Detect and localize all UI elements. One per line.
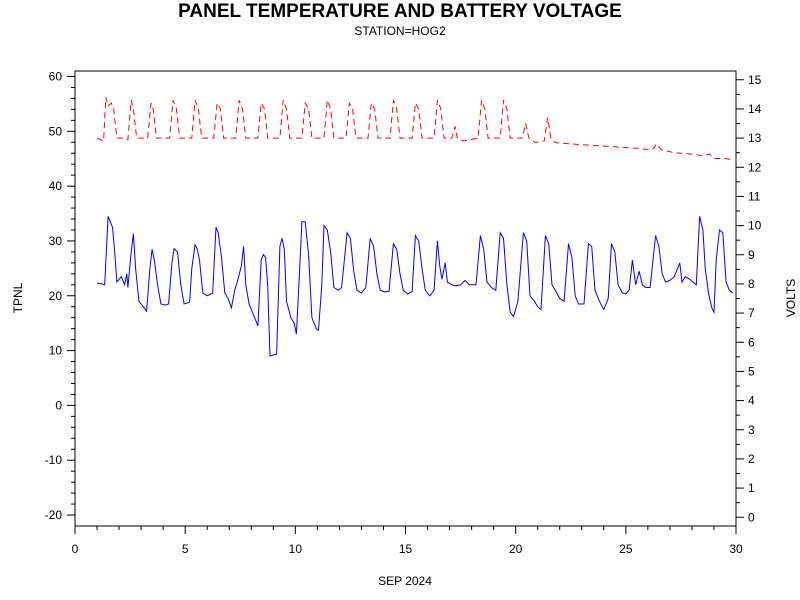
- y-axis-left-title: TPNL: [11, 282, 25, 313]
- y-axis-left: -20 -10 0 10 20 30 40 50 60: [45, 69, 75, 522]
- y-right-tick-label: 4: [748, 394, 755, 408]
- y-right-tick-label: 15: [748, 73, 762, 87]
- y-left-tick-label: -10: [45, 453, 63, 467]
- y-left-tick-label: 50: [49, 124, 63, 138]
- y-left-tick-label: 0: [55, 398, 62, 412]
- x-axis-title: SEP 2024: [378, 574, 432, 588]
- y-right-tick-label: 8: [748, 277, 755, 291]
- y-left-tick-label: 30: [49, 234, 63, 248]
- y-right-tick-label: 13: [748, 131, 762, 145]
- y-right-tick-label: 9: [748, 248, 755, 262]
- x-tick-label: 10: [289, 542, 303, 556]
- plot-frame: [74, 70, 737, 527]
- y-right-tick-label: 14: [748, 102, 762, 116]
- y-left-tick-label: 60: [49, 69, 63, 83]
- y-right-tick-label: 3: [748, 423, 755, 437]
- x-tick-label: 25: [619, 542, 633, 556]
- x-tick-label: 30: [729, 542, 743, 556]
- x-tick-label: 0: [72, 542, 79, 556]
- series-layer: [96, 97, 734, 357]
- y-left-tick-label: -20: [45, 508, 63, 522]
- y-left-tick-label: 40: [49, 179, 63, 193]
- y-left-tick-label: 20: [49, 289, 63, 303]
- y-right-tick-label: 1: [748, 481, 755, 495]
- y-right-tick-label: 11: [748, 189, 761, 203]
- chart-subtitle: STATION=HOG2: [354, 24, 446, 38]
- y-right-tick-label: 10: [748, 219, 762, 233]
- panel-temperature-series-line: [96, 216, 734, 357]
- y-right-tick-label: 12: [748, 160, 762, 174]
- chart-title: PANEL TEMPERATURE AND BATTERY VOLTAGE: [178, 1, 622, 22]
- y-left-tick-label: 10: [49, 344, 63, 358]
- y-right-tick-label: 2: [748, 452, 755, 466]
- y-right-tick-label: 7: [748, 306, 755, 320]
- x-tick-label: 5: [182, 542, 189, 556]
- y-axis-right-title: VOLTS: [784, 279, 798, 317]
- y-right-tick-label: 0: [748, 510, 755, 524]
- battery-voltage-series-line: [96, 97, 734, 161]
- x-tick-label: 20: [509, 542, 523, 556]
- x-tick-label: 15: [399, 542, 413, 556]
- y-right-tick-label: 5: [748, 364, 755, 378]
- y-right-tick-label: 6: [748, 335, 755, 349]
- x-axis: 0 5 10 15 20 25 30: [72, 526, 743, 556]
